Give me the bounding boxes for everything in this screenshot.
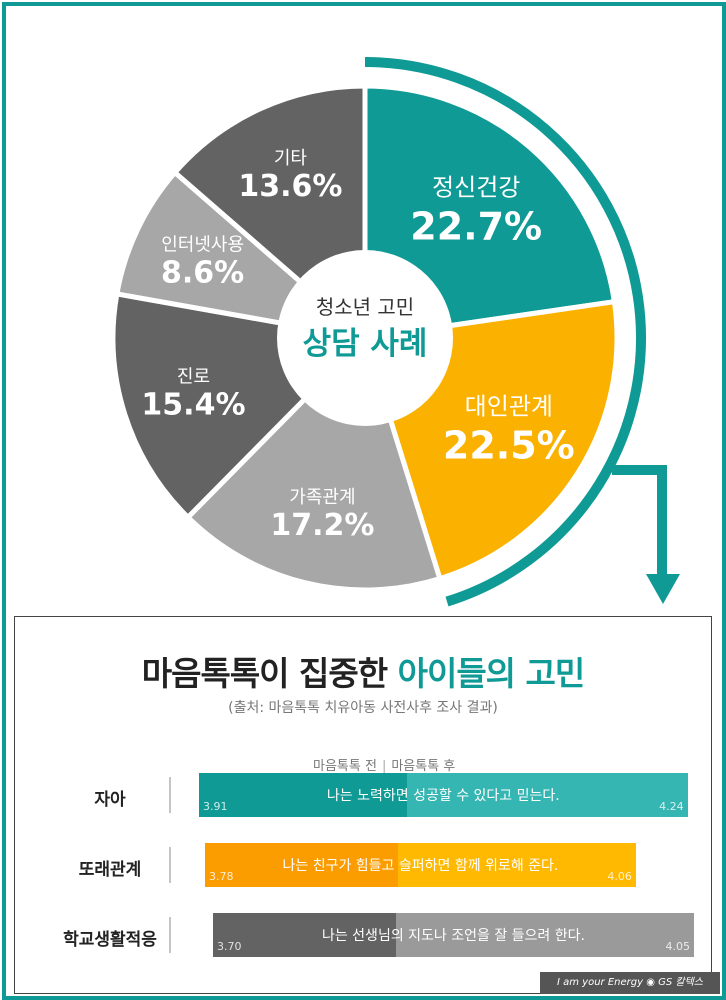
bar-value-before-2: 3.70 xyxy=(217,940,242,953)
row-category-0: 자아 xyxy=(94,790,126,810)
pie-center-line2: 상담 사례 xyxy=(303,326,428,362)
highlight-ring xyxy=(364,57,646,607)
bar-panel: 마음톡톡이 집중한 아이들의 고민 (출처: 마음톡톡 치유아동 사전사후 조사… xyxy=(14,616,712,994)
arrow-down-icon xyxy=(646,574,680,604)
row-category-2: 학교생활적응 xyxy=(63,930,157,950)
footer-tagline: I am your Energy xyxy=(556,977,644,988)
title-highlight: 아이들의 고민 xyxy=(397,654,586,693)
pie-slice-label-3: 진로 xyxy=(177,367,210,388)
bar-value-after-2: 4.05 xyxy=(665,940,690,953)
bar-after-1 xyxy=(397,843,636,887)
pie-slice-value-4: 8.6% xyxy=(161,255,244,290)
footer-brand-name: GS 칼텍스 xyxy=(658,977,703,988)
pie-slice-label-2: 가족관계 xyxy=(289,487,355,508)
bar-value-after-0: 4.24 xyxy=(659,800,684,813)
bar-value-after-1: 4.06 xyxy=(607,870,632,883)
bar-before-0 xyxy=(199,773,408,817)
arrow-line xyxy=(612,465,667,578)
bar-row-2: 나는 선생님의 지도나 조언을 잘 들으려 한다. 3.70 4.05 xyxy=(213,913,694,957)
bar-statement-2: 나는 선생님의 지도나 조언을 잘 들으려 한다. xyxy=(321,928,585,944)
bar-row-1: 나는 친구가 힘들고 슬퍼하면 함께 위로해 준다. 3.78 4.06 xyxy=(205,843,636,887)
pie-slice-value-0: 22.7% xyxy=(410,204,542,248)
pie-slice-label-0: 정신건강 xyxy=(432,173,520,201)
bar-before-2 xyxy=(213,913,397,957)
row-divider-1 xyxy=(169,847,171,883)
legend-after: 마음톡톡 후 xyxy=(391,759,456,774)
bar-row-0: 나는 노력하면 성공할 수 있다고 믿는다. 3.91 4.24 xyxy=(199,773,688,817)
pie-slice-0 xyxy=(362,83,618,341)
row-category-1: 또래관계 xyxy=(78,860,142,880)
bar-statement-0: 나는 노력하면 성공할 수 있다고 믿는다. xyxy=(326,788,560,804)
pie-slice-value-2: 17.2% xyxy=(270,508,374,543)
pie-slice-label-4: 인터넷사용 xyxy=(161,234,244,255)
row-divider-0 xyxy=(169,777,171,813)
energy-icon: ◉ xyxy=(646,977,659,988)
bar-after-0 xyxy=(407,773,688,817)
bar-chart-title: 마음톡톡이 집중한 아이들의 고민 xyxy=(15,647,711,695)
row-divider-2 xyxy=(169,917,171,953)
legend-before: 마음톡톡 전 xyxy=(313,759,377,774)
bar-value-before-0: 3.91 xyxy=(203,800,228,813)
pie-slice-value-3: 15.4% xyxy=(141,388,245,423)
bar-after-2 xyxy=(396,913,694,957)
pie-slice-label-5: 기타 xyxy=(274,148,308,169)
pie-slice-value-5: 13.6% xyxy=(238,169,342,204)
bar-legend: 마음톡톡 전 | 마음톡톡 후 xyxy=(313,755,455,774)
pie-center-hole xyxy=(277,250,453,426)
footer-brand: I am your Energy ◉ GS 칼텍스 xyxy=(540,972,720,994)
bar-statement-1: 나는 친구가 힘들고 슬퍼하면 함께 위로해 준다. xyxy=(282,858,559,874)
bar-before-1 xyxy=(205,843,398,887)
pie-slice-label-1: 대인관계 xyxy=(465,393,553,421)
bar-chart-subtitle: (출처: 마음톡톡 치유아동 사전사후 조사 결과) xyxy=(228,700,498,716)
bar-value-before-1: 3.78 xyxy=(209,870,234,883)
title-part1: 마음톡톡이 집중한 xyxy=(141,654,398,693)
pie-center-line1: 청소년 고민 xyxy=(316,295,414,319)
pie-slice-value-1: 22.5% xyxy=(443,424,575,468)
legend-separator: | xyxy=(381,759,387,774)
